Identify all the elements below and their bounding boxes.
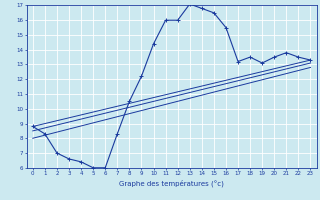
X-axis label: Graphe des températures (°c): Graphe des températures (°c) <box>119 179 224 187</box>
